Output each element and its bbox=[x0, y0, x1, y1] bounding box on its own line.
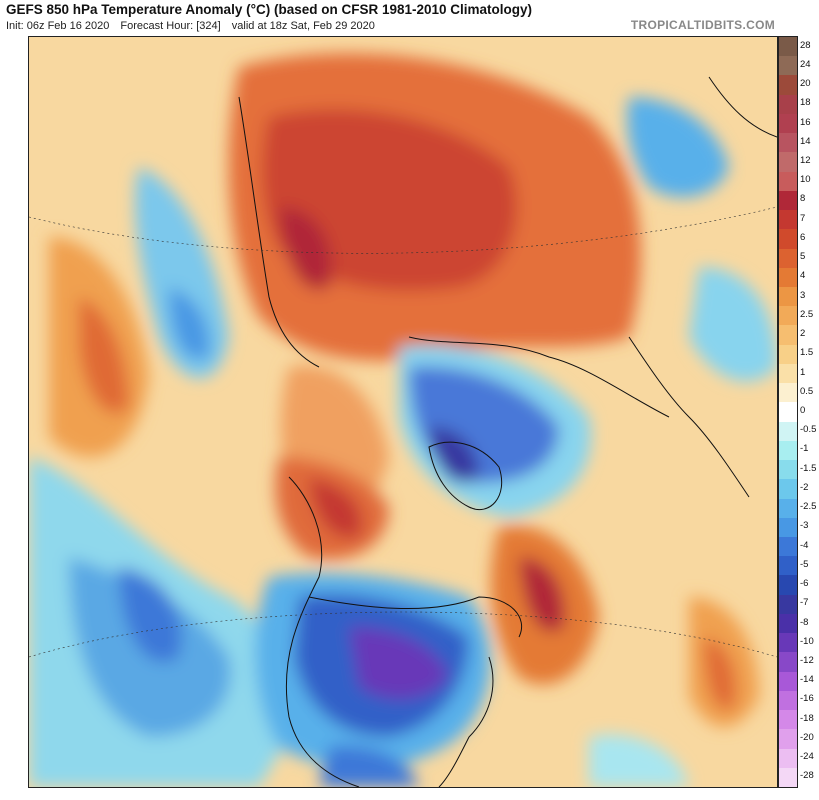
legend-swatch bbox=[779, 633, 797, 653]
legend-tick-label: 0.5 bbox=[800, 385, 814, 397]
legend-swatch bbox=[779, 267, 797, 288]
map-subtitle: Init: 06z Feb 16 2020 Forecast Hour: [32… bbox=[6, 20, 383, 32]
legend-swatch bbox=[779, 229, 797, 250]
legend-tick-label: -7 bbox=[800, 597, 809, 609]
legend-swatch bbox=[779, 344, 797, 365]
legend-swatch bbox=[779, 75, 797, 96]
legend-tick-label: -6 bbox=[800, 578, 809, 590]
legend-swatch bbox=[779, 498, 797, 519]
legend-swatch bbox=[779, 402, 797, 423]
legend-swatch bbox=[779, 594, 797, 615]
legend-tick-label: 8 bbox=[800, 193, 806, 205]
legend-swatch bbox=[779, 113, 797, 134]
legend-tick-label: -24 bbox=[800, 751, 814, 763]
valid-time: valid at 18z Sat, Feb 29 2020 bbox=[231, 20, 375, 32]
legend-swatch bbox=[779, 671, 797, 692]
legend-tick-label: -2.5 bbox=[800, 501, 817, 513]
legend-swatch bbox=[779, 748, 797, 769]
legend-swatch bbox=[779, 287, 797, 307]
legend-tick-label: 5 bbox=[800, 251, 806, 263]
legend-swatch bbox=[779, 171, 797, 192]
legend-tick-label: 4 bbox=[800, 270, 806, 282]
legend-tick-label: -12 bbox=[800, 655, 814, 666]
color-legend bbox=[778, 36, 798, 788]
legend-swatch bbox=[779, 37, 797, 57]
site-brand: TROPICALTIDBITS.COM bbox=[630, 18, 775, 32]
legend-swatch bbox=[779, 556, 797, 576]
legend-swatch bbox=[779, 325, 797, 346]
legend-swatch bbox=[779, 248, 797, 269]
anomaly-map bbox=[28, 36, 778, 788]
legend-tick-label: -18 bbox=[800, 712, 814, 724]
legend-swatch bbox=[779, 56, 797, 76]
legend-tick-label: -4 bbox=[800, 539, 809, 551]
legend-tick-label: -5 bbox=[800, 558, 809, 570]
legend-swatch bbox=[779, 210, 797, 230]
legend-swatch bbox=[779, 306, 797, 326]
legend-tick-label: -0.5 bbox=[800, 424, 817, 436]
legend-tick-label: 12 bbox=[800, 155, 811, 166]
legend-swatch bbox=[779, 652, 797, 673]
legend-tick-label: 10 bbox=[800, 174, 811, 186]
legend-tick-label: 7 bbox=[800, 212, 806, 224]
legend-tick-label: 24 bbox=[800, 58, 811, 70]
coastlines bbox=[238, 76, 777, 787]
legend-swatch bbox=[779, 767, 797, 788]
legend-swatch bbox=[779, 190, 797, 211]
legend-tick-label: 18 bbox=[800, 97, 811, 109]
legend-swatch bbox=[779, 440, 797, 461]
legend-swatch bbox=[779, 613, 797, 634]
legend-tick-label: -1 bbox=[800, 443, 809, 455]
legend-tick-label: -10 bbox=[800, 635, 814, 647]
init-time: Init: 06z Feb 16 2020 bbox=[6, 20, 110, 32]
legend-tick-label: -14 bbox=[800, 674, 814, 686]
legend-tick-label: 1 bbox=[800, 366, 806, 378]
map-canvas bbox=[29, 37, 777, 787]
legend-tick-label: 1.5 bbox=[800, 347, 814, 359]
legend-swatch bbox=[779, 363, 797, 384]
legend-tick-label: 2 bbox=[800, 328, 806, 340]
legend-tick-label: -8 bbox=[800, 616, 809, 628]
legend-tick-label: -28 bbox=[800, 770, 814, 782]
map-title: GEFS 850 hPa Temperature Anomaly (°C) (b… bbox=[6, 2, 533, 17]
legend-tick-label: 3 bbox=[800, 289, 806, 301]
legend-tick-label: -1.5 bbox=[800, 462, 817, 474]
legend-swatch bbox=[779, 133, 797, 153]
legend-swatch bbox=[779, 729, 797, 750]
legend-swatch bbox=[779, 421, 797, 442]
legend-swatch bbox=[779, 575, 797, 596]
legend-swatch bbox=[779, 517, 797, 538]
legend-tick-label: -16 bbox=[800, 693, 814, 705]
legend-swatch bbox=[779, 460, 797, 480]
legend-swatch bbox=[779, 710, 797, 730]
legend-tick-label: -3 bbox=[800, 520, 809, 532]
legend-swatch bbox=[779, 690, 797, 711]
legend-tick-label: 14 bbox=[800, 135, 811, 147]
legend-swatch bbox=[779, 152, 797, 173]
legend-tick-label: 20 bbox=[800, 78, 811, 90]
legend-tick-label: 0 bbox=[800, 405, 806, 416]
legend-tick-label: 2.5 bbox=[800, 308, 814, 320]
latitude-lines bbox=[29, 206, 777, 658]
legend-tick-label: -20 bbox=[800, 731, 814, 743]
legend-swatch bbox=[779, 383, 797, 403]
legend-swatch bbox=[779, 94, 797, 115]
anomaly-field bbox=[29, 53, 777, 787]
legend-tick-label: -2 bbox=[800, 481, 809, 493]
legend-swatch bbox=[779, 479, 797, 500]
legend-tick-label: 28 bbox=[800, 39, 811, 51]
legend-tick-label: 6 bbox=[800, 231, 806, 243]
legend-tick-label: 16 bbox=[800, 116, 811, 128]
forecast-hour: Forecast Hour: [324] bbox=[120, 20, 221, 32]
legend-swatch bbox=[779, 537, 797, 557]
